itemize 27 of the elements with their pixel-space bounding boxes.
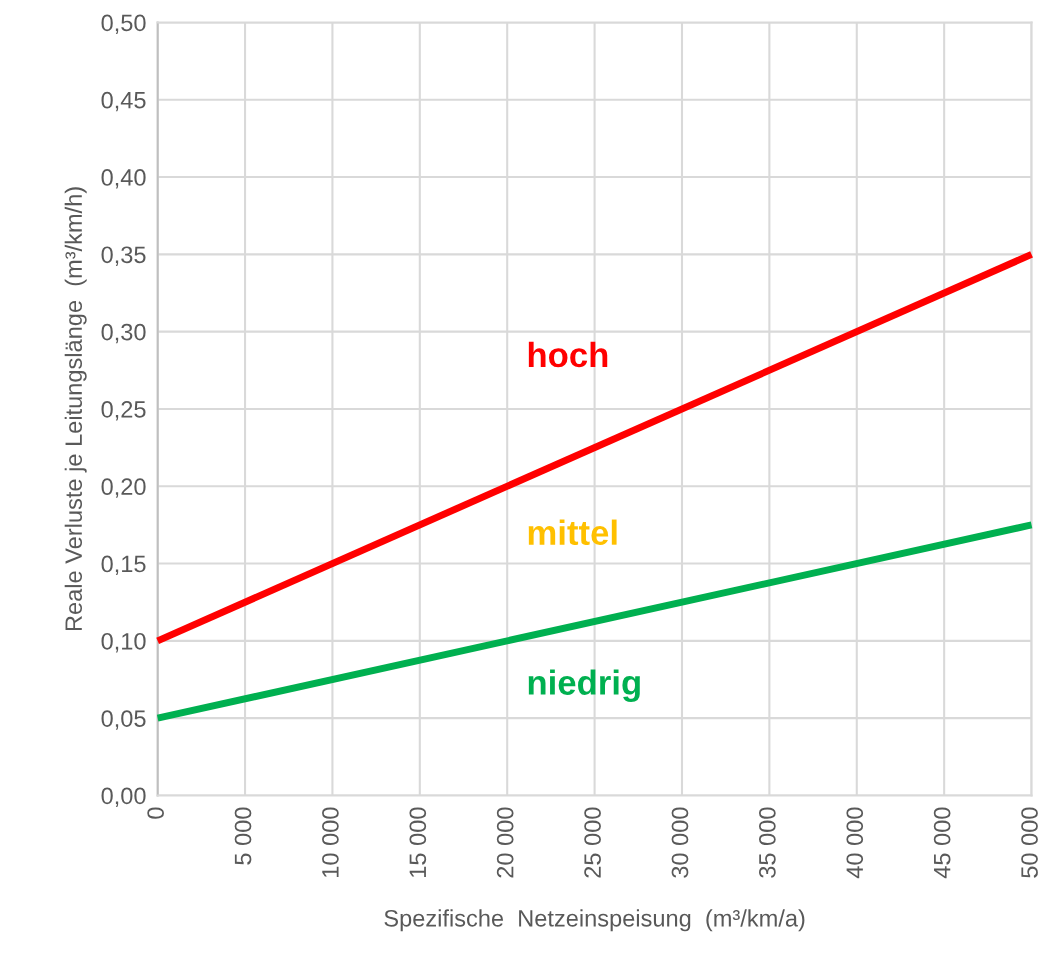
x-tick-label: 25 000 <box>584 807 601 878</box>
y-tick-label: 0,00 <box>101 787 146 808</box>
x-tick-label: 50 000 <box>1021 807 1038 878</box>
series-label: niedrig <box>528 669 640 702</box>
y-tick-label: 0,20 <box>101 478 146 498</box>
x-tick-label: 45 000 <box>933 807 951 879</box>
y-tick-label: 0,25 <box>101 401 146 421</box>
y-axis-title: Reale Verluste je Leitungslänge (m³/km/h) <box>64 187 87 631</box>
x-tick-label: 40 000 <box>846 807 864 879</box>
y-tick-label: 0,45 <box>101 91 146 112</box>
y-tick-label: 0,30 <box>101 323 146 344</box>
x-tick-label: 35 000 <box>759 807 776 878</box>
x-axis-title: Spezifische Netzeinspeisung (m³/km/a) <box>384 909 805 932</box>
x-tick-label: 20 000 <box>496 807 514 878</box>
y-tick-label: 0,15 <box>101 555 146 576</box>
y-tick-label: 0,35 <box>101 246 146 266</box>
y-tick-label: 0,50 <box>101 14 146 35</box>
x-tick-label: 5 000 <box>234 807 252 865</box>
x-tick-label: 30 000 <box>671 807 689 878</box>
x-tick-label: 0 <box>147 807 164 819</box>
y-tick-label: 0,05 <box>101 710 146 730</box>
x-tick-label: 10 000 <box>322 807 339 877</box>
series-label: hoch <box>528 341 608 368</box>
x-tick-label: 15 000 <box>409 807 427 877</box>
annotation: mittel <box>528 519 617 546</box>
y-tick-label: 0,10 <box>101 632 146 653</box>
y-tick-label: 0,40 <box>101 169 146 189</box>
